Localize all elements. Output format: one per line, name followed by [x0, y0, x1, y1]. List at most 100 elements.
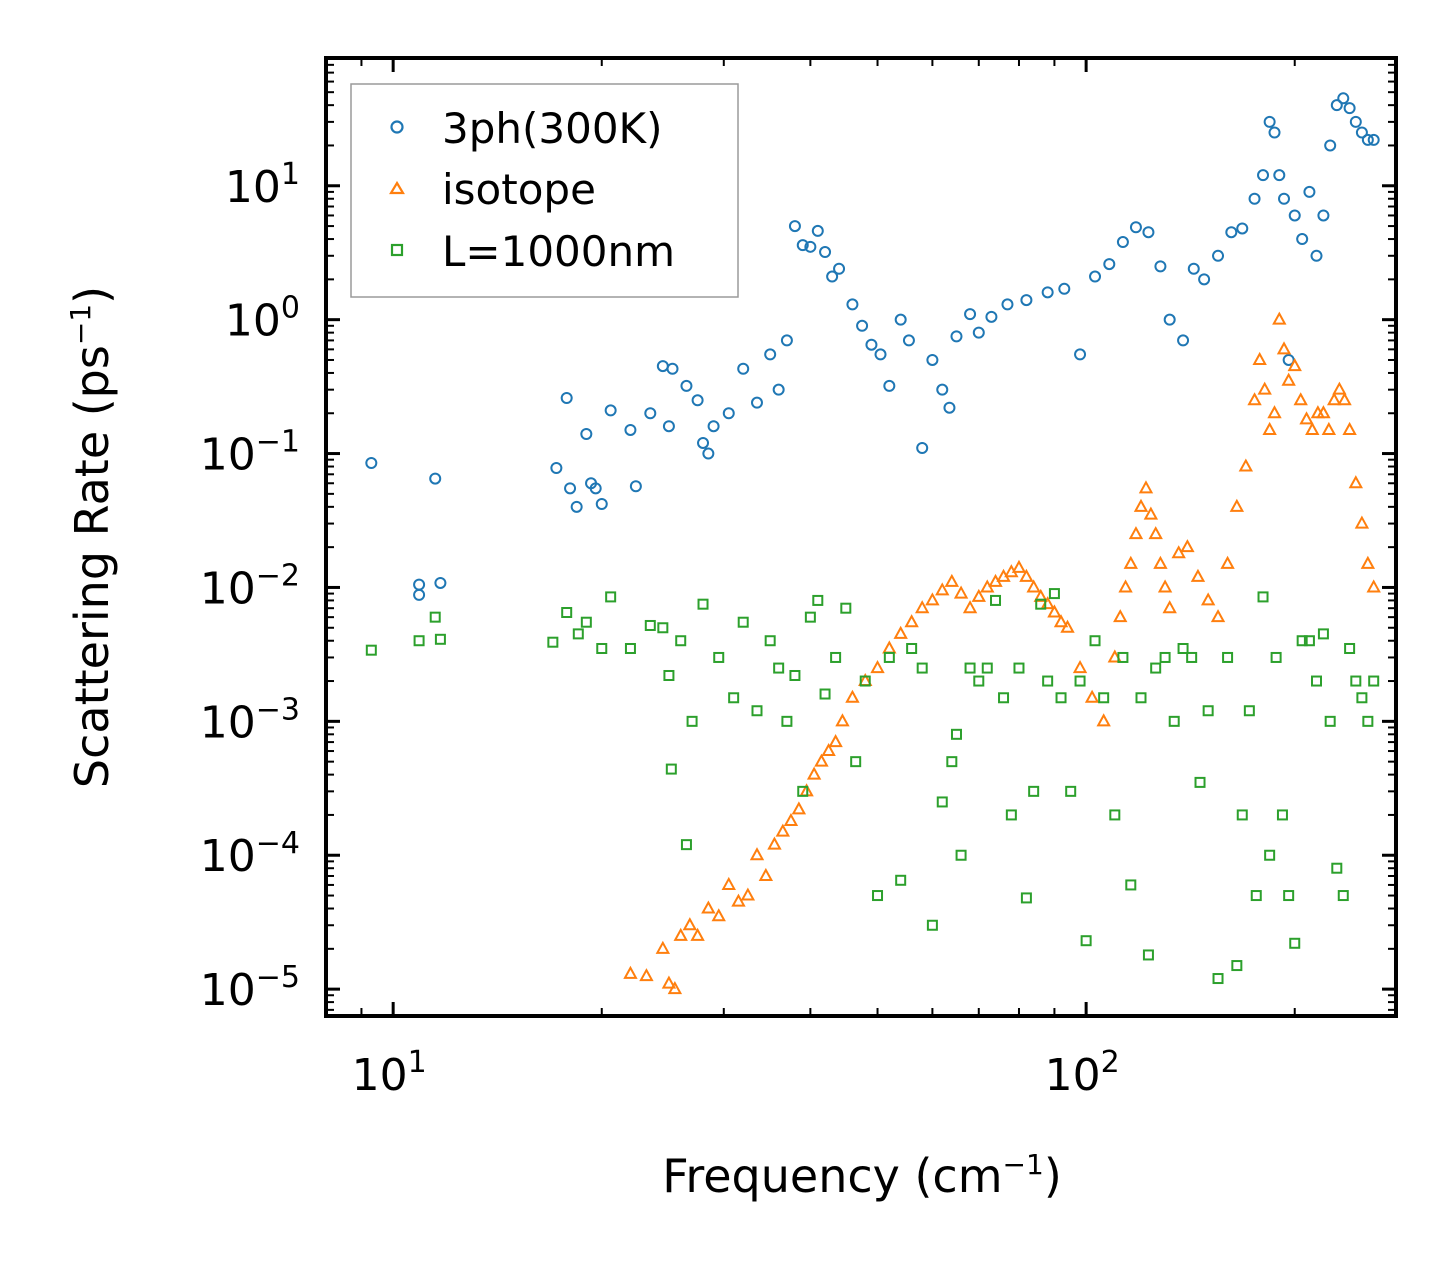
data-point: [1324, 139, 1337, 152]
data-point: [1055, 692, 1067, 704]
data-point: [962, 600, 978, 614]
y-tick-label: 101: [225, 157, 300, 213]
data-point: [697, 436, 710, 449]
data-point: [1330, 99, 1343, 112]
data-point: [572, 628, 584, 640]
data-point: [1360, 555, 1376, 569]
data-point: [665, 763, 677, 775]
data-point: [1343, 102, 1356, 115]
data-point: [796, 239, 809, 252]
data-point: [1257, 591, 1269, 603]
data-point: [1065, 785, 1077, 797]
data-point: [882, 640, 897, 654]
data-point: [819, 688, 831, 700]
y-tick-label: 10−3: [200, 692, 300, 748]
data-point: [1089, 270, 1102, 283]
data-point: [1113, 609, 1128, 623]
data-point: [1163, 313, 1176, 326]
data-point: [413, 578, 426, 591]
data-point: [772, 383, 785, 396]
data-point: [1326, 392, 1342, 406]
data-point: [1194, 776, 1206, 788]
data-point: [926, 353, 939, 366]
data-points-layer: [365, 92, 1381, 995]
legend-box: [350, 83, 739, 298]
data-point: [935, 582, 950, 596]
data-point: [365, 457, 378, 470]
data-point: [1019, 568, 1034, 582]
data-point: [906, 642, 918, 654]
data-point: [1013, 662, 1025, 674]
data-point: [680, 839, 692, 851]
data-point: [1190, 568, 1206, 582]
data-point: [998, 692, 1010, 704]
data-point: [1368, 675, 1380, 687]
data-point: [1001, 298, 1014, 311]
data-point: [1293, 392, 1308, 406]
data-point: [589, 482, 602, 495]
data-point: [953, 585, 969, 599]
data-point: [797, 785, 809, 797]
data-point: [1317, 628, 1329, 640]
data-point: [1247, 392, 1262, 406]
data-point: [667, 981, 683, 995]
data-point: [1212, 249, 1225, 262]
data-point: [550, 462, 563, 475]
data-point: [1125, 879, 1137, 891]
data-point: [1337, 392, 1352, 406]
data-point: [973, 675, 985, 687]
data-point: [883, 651, 895, 663]
data-point: [915, 600, 930, 614]
x-tick-label: 101: [352, 1045, 427, 1101]
data-point: [902, 334, 915, 347]
data-point: [943, 401, 956, 414]
data-point: [673, 927, 688, 941]
data-point: [1210, 609, 1226, 623]
data-point: [972, 326, 985, 339]
data-point: [1177, 334, 1190, 347]
data-point: [1342, 421, 1357, 435]
data-point: [661, 975, 677, 989]
data-point: [1202, 705, 1214, 717]
data-point: [1337, 890, 1349, 902]
data-point: [1276, 341, 1292, 355]
legend-label-isotope: isotope: [442, 165, 596, 214]
data-point: [1074, 675, 1086, 687]
data-point: [1296, 635, 1308, 647]
data-point: [1321, 421, 1337, 435]
data-point: [1288, 209, 1301, 222]
data-point: [1231, 960, 1243, 972]
data-point: [434, 576, 447, 589]
data-point: [859, 675, 871, 687]
data-point: [1042, 675, 1054, 687]
data-point: [950, 330, 963, 343]
data-point: [904, 614, 919, 628]
data-point: [365, 644, 377, 656]
data-point: [872, 890, 884, 902]
data-point: [413, 588, 426, 601]
data-point: [1311, 675, 1323, 687]
data-point: [764, 348, 777, 361]
data-point: [644, 619, 656, 631]
data-point: [981, 662, 993, 674]
data-point: [846, 298, 859, 311]
data-point: [1041, 286, 1054, 299]
data-point: [1289, 937, 1301, 949]
data-point: [1299, 411, 1314, 425]
data-point: [1011, 559, 1027, 573]
data-point: [707, 420, 720, 433]
data-point: [1362, 715, 1374, 727]
data-point: [1005, 809, 1017, 821]
data-point: [1272, 311, 1287, 325]
data-point: [644, 407, 657, 420]
data-point: [629, 480, 642, 493]
data-point: [731, 893, 746, 907]
data-point: [916, 662, 928, 674]
data-point: [821, 742, 836, 757]
data-point: [1060, 619, 1075, 633]
legend-marker-3ph: [390, 120, 404, 134]
y-tick-label: 100: [225, 291, 300, 347]
data-point: [701, 900, 716, 914]
data-point: [1267, 405, 1282, 419]
data-point: [1262, 421, 1277, 435]
